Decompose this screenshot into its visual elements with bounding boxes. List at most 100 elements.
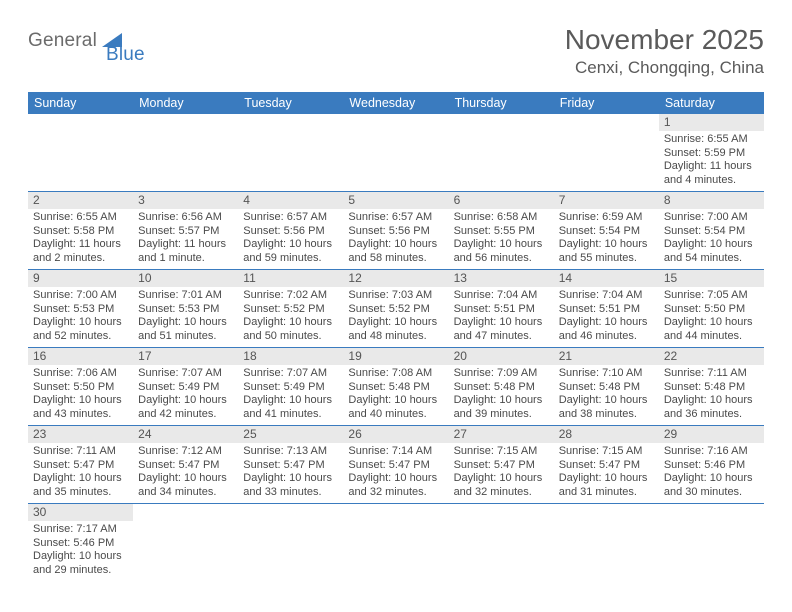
calendar-cell (449, 114, 554, 192)
calendar-cell: 21Sunrise: 7:10 AMSunset: 5:48 PMDayligh… (554, 348, 659, 426)
day-number: 13 (449, 270, 554, 287)
sunrise-text: Sunrise: 7:04 AM (454, 289, 549, 303)
sunset-text: Sunset: 5:53 PM (138, 303, 233, 317)
daylight-text: Daylight: 10 hours and 30 minutes. (664, 472, 759, 499)
sunset-text: Sunset: 5:46 PM (664, 459, 759, 473)
sunset-text: Sunset: 5:48 PM (348, 381, 443, 395)
calendar-cell: 8Sunrise: 7:00 AMSunset: 5:54 PMDaylight… (659, 192, 764, 270)
day-details: Sunrise: 7:03 AMSunset: 5:52 PMDaylight:… (343, 287, 448, 347)
day-details: Sunrise: 7:14 AMSunset: 5:47 PMDaylight:… (343, 443, 448, 503)
day-details: Sunrise: 7:06 AMSunset: 5:50 PMDaylight:… (28, 365, 133, 425)
day-details: Sunrise: 6:55 AMSunset: 5:58 PMDaylight:… (28, 209, 133, 269)
sunrise-text: Sunrise: 6:58 AM (454, 211, 549, 225)
day-number (28, 114, 133, 131)
day-details: Sunrise: 7:17 AMSunset: 5:46 PMDaylight:… (28, 521, 133, 581)
day-number: 24 (133, 426, 238, 443)
sunrise-text: Sunrise: 7:17 AM (33, 523, 128, 537)
sunrise-text: Sunrise: 7:13 AM (243, 445, 338, 459)
day-number: 8 (659, 192, 764, 209)
day-number: 7 (554, 192, 659, 209)
sunrise-text: Sunrise: 7:06 AM (33, 367, 128, 381)
calendar-cell: 19Sunrise: 7:08 AMSunset: 5:48 PMDayligh… (343, 348, 448, 426)
daylight-text: Daylight: 10 hours and 39 minutes. (454, 394, 549, 421)
day-details: Sunrise: 7:16 AMSunset: 5:46 PMDaylight:… (659, 443, 764, 503)
daylight-text: Daylight: 10 hours and 56 minutes. (454, 238, 549, 265)
sunrise-text: Sunrise: 7:15 AM (454, 445, 549, 459)
sunrise-text: Sunrise: 7:03 AM (348, 289, 443, 303)
sunrise-text: Sunrise: 7:09 AM (454, 367, 549, 381)
day-details: Sunrise: 7:15 AMSunset: 5:47 PMDaylight:… (449, 443, 554, 503)
daylight-text: Daylight: 10 hours and 29 minutes. (33, 550, 128, 577)
weekday-header: Friday (554, 92, 659, 114)
sunset-text: Sunset: 5:50 PM (33, 381, 128, 395)
calendar-cell: 23Sunrise: 7:11 AMSunset: 5:47 PMDayligh… (28, 426, 133, 504)
sunset-text: Sunset: 5:56 PM (348, 225, 443, 239)
daylight-text: Daylight: 10 hours and 36 minutes. (664, 394, 759, 421)
calendar-cell: 5Sunrise: 6:57 AMSunset: 5:56 PMDaylight… (343, 192, 448, 270)
day-details: Sunrise: 7:07 AMSunset: 5:49 PMDaylight:… (238, 365, 343, 425)
day-number: 1 (659, 114, 764, 131)
day-number: 22 (659, 348, 764, 365)
calendar-cell: 2Sunrise: 6:55 AMSunset: 5:58 PMDaylight… (28, 192, 133, 270)
calendar-cell: 24Sunrise: 7:12 AMSunset: 5:47 PMDayligh… (133, 426, 238, 504)
day-details: Sunrise: 7:04 AMSunset: 5:51 PMDaylight:… (554, 287, 659, 347)
sunset-text: Sunset: 5:51 PM (559, 303, 654, 317)
daylight-text: Daylight: 10 hours and 43 minutes. (33, 394, 128, 421)
daylight-text: Daylight: 11 hours and 2 minutes. (33, 238, 128, 265)
day-number: 28 (554, 426, 659, 443)
sunrise-text: Sunrise: 7:07 AM (138, 367, 233, 381)
weekday-header: Monday (133, 92, 238, 114)
day-number: 12 (343, 270, 448, 287)
location: Cenxi, Chongqing, China (565, 58, 764, 78)
day-details: Sunrise: 7:00 AMSunset: 5:54 PMDaylight:… (659, 209, 764, 269)
daylight-text: Daylight: 10 hours and 32 minutes. (348, 472, 443, 499)
day-details: Sunrise: 7:08 AMSunset: 5:48 PMDaylight:… (343, 365, 448, 425)
day-details: Sunrise: 6:55 AMSunset: 5:59 PMDaylight:… (659, 131, 764, 191)
calendar-cell: 25Sunrise: 7:13 AMSunset: 5:47 PMDayligh… (238, 426, 343, 504)
calendar-cell (449, 504, 554, 582)
day-number (238, 114, 343, 131)
day-details: Sunrise: 6:57 AMSunset: 5:56 PMDaylight:… (238, 209, 343, 269)
sunset-text: Sunset: 5:47 PM (348, 459, 443, 473)
daylight-text: Daylight: 10 hours and 31 minutes. (559, 472, 654, 499)
header: General Blue November 2025 Cenxi, Chongq… (28, 24, 764, 78)
calendar-cell: 29Sunrise: 7:16 AMSunset: 5:46 PMDayligh… (659, 426, 764, 504)
day-details: Sunrise: 7:11 AMSunset: 5:48 PMDaylight:… (659, 365, 764, 425)
sunset-text: Sunset: 5:47 PM (243, 459, 338, 473)
calendar-body: 1Sunrise: 6:55 AMSunset: 5:59 PMDaylight… (28, 114, 764, 581)
calendar-cell: 6Sunrise: 6:58 AMSunset: 5:55 PMDaylight… (449, 192, 554, 270)
daylight-text: Daylight: 10 hours and 54 minutes. (664, 238, 759, 265)
day-details: Sunrise: 7:12 AMSunset: 5:47 PMDaylight:… (133, 443, 238, 503)
sunset-text: Sunset: 5:54 PM (559, 225, 654, 239)
day-number (238, 504, 343, 521)
day-number: 6 (449, 192, 554, 209)
daylight-text: Daylight: 10 hours and 34 minutes. (138, 472, 233, 499)
sunrise-text: Sunrise: 7:11 AM (664, 367, 759, 381)
daylight-text: Daylight: 10 hours and 58 minutes. (348, 238, 443, 265)
calendar-cell: 7Sunrise: 6:59 AMSunset: 5:54 PMDaylight… (554, 192, 659, 270)
daylight-text: Daylight: 11 hours and 4 minutes. (664, 160, 759, 187)
daylight-text: Daylight: 10 hours and 40 minutes. (348, 394, 443, 421)
day-number: 11 (238, 270, 343, 287)
sunrise-text: Sunrise: 7:07 AM (243, 367, 338, 381)
daylight-text: Daylight: 10 hours and 38 minutes. (559, 394, 654, 421)
calendar-week: 30Sunrise: 7:17 AMSunset: 5:46 PMDayligh… (28, 504, 764, 582)
sunrise-text: Sunrise: 7:02 AM (243, 289, 338, 303)
calendar-cell: 17Sunrise: 7:07 AMSunset: 5:49 PMDayligh… (133, 348, 238, 426)
day-number: 26 (343, 426, 448, 443)
sunset-text: Sunset: 5:51 PM (454, 303, 549, 317)
sunrise-text: Sunrise: 7:01 AM (138, 289, 233, 303)
daylight-text: Daylight: 10 hours and 52 minutes. (33, 316, 128, 343)
day-details: Sunrise: 7:05 AMSunset: 5:50 PMDaylight:… (659, 287, 764, 347)
day-details: Sunrise: 7:04 AMSunset: 5:51 PMDaylight:… (449, 287, 554, 347)
day-number: 30 (28, 504, 133, 521)
sunrise-text: Sunrise: 6:55 AM (664, 133, 759, 147)
calendar-cell: 9Sunrise: 7:00 AMSunset: 5:53 PMDaylight… (28, 270, 133, 348)
sunrise-text: Sunrise: 6:55 AM (33, 211, 128, 225)
calendar-cell (659, 504, 764, 582)
calendar-cell: 30Sunrise: 7:17 AMSunset: 5:46 PMDayligh… (28, 504, 133, 582)
sunset-text: Sunset: 5:47 PM (33, 459, 128, 473)
calendar-week: 16Sunrise: 7:06 AMSunset: 5:50 PMDayligh… (28, 348, 764, 426)
sunrise-text: Sunrise: 6:57 AM (348, 211, 443, 225)
sunset-text: Sunset: 5:47 PM (454, 459, 549, 473)
